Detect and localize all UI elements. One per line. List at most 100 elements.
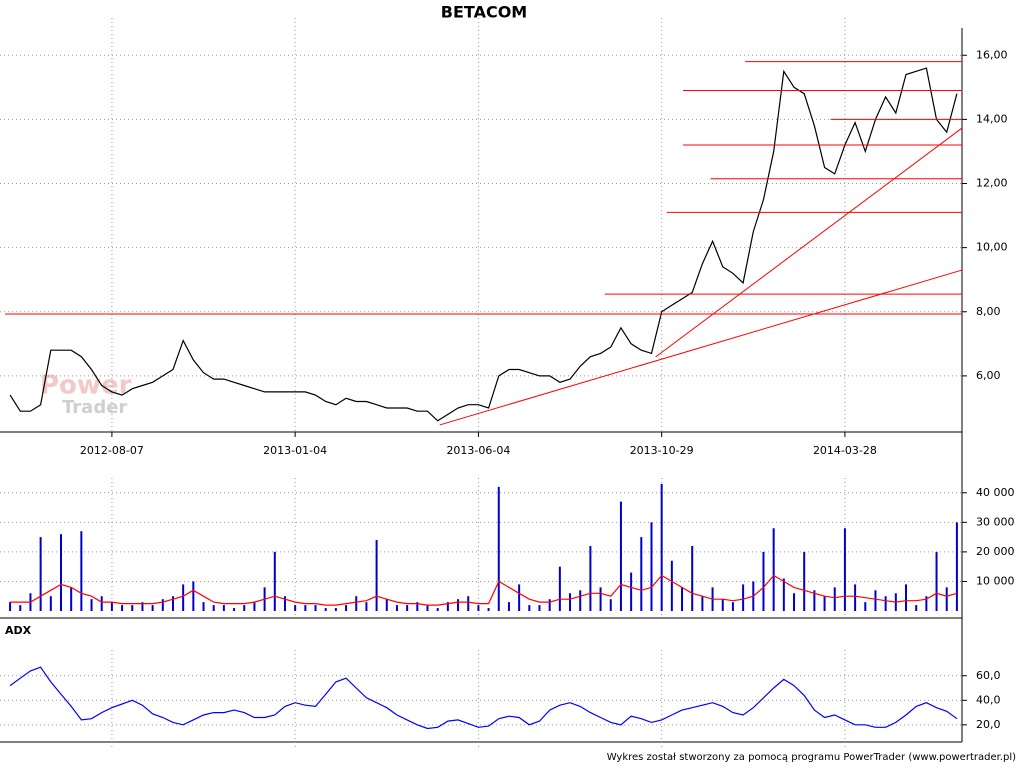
bar — [426, 605, 429, 611]
bar — [823, 596, 826, 611]
bar — [39, 537, 42, 611]
bar — [548, 599, 551, 611]
bar — [528, 605, 531, 611]
bar — [518, 584, 521, 611]
bar — [151, 605, 154, 611]
bar — [650, 522, 653, 611]
x-tick-label: 2014-03-28 — [813, 444, 877, 457]
bar — [843, 528, 846, 611]
trend-line — [655, 127, 963, 358]
bar — [222, 605, 225, 611]
bar — [294, 605, 297, 611]
y-tick-label: 12,00 — [976, 177, 1008, 190]
bar — [955, 522, 958, 611]
y-tick-label: 30 000 — [976, 515, 1015, 528]
chart-title: BETACOM — [441, 3, 527, 22]
bar — [793, 593, 796, 611]
bar — [365, 602, 368, 611]
bar — [192, 581, 195, 611]
x-tick-label: 2013-10-29 — [630, 444, 694, 457]
watermark: Power — [40, 371, 132, 401]
bar — [141, 602, 144, 611]
panel-title: ADX — [5, 624, 32, 637]
bar — [579, 590, 582, 611]
bar — [416, 602, 419, 611]
bar — [171, 596, 174, 611]
bar — [233, 608, 236, 611]
bar — [833, 587, 836, 611]
bar — [762, 551, 765, 611]
bar — [375, 540, 378, 611]
bar — [59, 534, 62, 611]
bar — [161, 599, 164, 611]
bar — [406, 605, 409, 611]
bar — [915, 605, 918, 611]
x-tick-label: 2013-06-04 — [446, 444, 510, 457]
bar — [202, 602, 205, 611]
bar — [487, 608, 490, 611]
bar — [19, 605, 22, 611]
bar — [395, 605, 398, 611]
bar — [345, 605, 348, 611]
y-tick-label: 20 000 — [976, 545, 1015, 558]
bar — [905, 584, 908, 611]
bar — [304, 605, 307, 611]
bar — [385, 599, 388, 611]
bar — [324, 608, 327, 611]
y-tick-label: 10 000 — [976, 574, 1015, 587]
bar — [772, 528, 775, 611]
bar — [477, 605, 480, 611]
bar — [538, 605, 541, 611]
bar — [49, 596, 52, 611]
bar — [630, 572, 633, 611]
bar — [599, 587, 602, 611]
y-tick-label: 14,00 — [976, 112, 1008, 125]
bar — [457, 599, 460, 611]
bar — [90, 599, 93, 611]
bar — [569, 593, 572, 611]
bar — [273, 551, 276, 611]
bar — [609, 599, 612, 611]
y-tick-label: 60,0 — [976, 669, 1001, 682]
x-tick-label: 2012-08-07 — [80, 444, 144, 457]
bar — [558, 566, 561, 611]
y-tick-label: 16,00 — [976, 48, 1008, 61]
bar — [80, 531, 83, 611]
bar — [681, 587, 684, 611]
bar — [945, 587, 948, 611]
bar — [701, 596, 704, 611]
bar — [182, 584, 185, 611]
average-line — [10, 574, 958, 606]
bar — [253, 602, 256, 611]
bar — [803, 551, 806, 611]
bar — [721, 599, 724, 611]
bar — [283, 596, 286, 611]
bar — [110, 602, 113, 611]
bar — [864, 602, 867, 611]
bar — [9, 602, 12, 611]
x-tick-label: 2013-01-04 — [263, 444, 327, 457]
bar — [670, 560, 673, 611]
bar — [884, 596, 887, 611]
y-tick-label: 10,00 — [976, 241, 1008, 254]
bar — [314, 605, 317, 611]
bar — [131, 605, 134, 611]
y-tick-label: 40,0 — [976, 693, 1001, 706]
bar — [243, 605, 246, 611]
bar — [100, 596, 103, 611]
footer: Wykres został stworzony za pomocą progra… — [607, 752, 1016, 763]
y-tick-label: 6,00 — [976, 369, 1001, 382]
bar — [660, 483, 663, 611]
bar — [731, 602, 734, 611]
bar — [212, 605, 215, 611]
bar — [619, 501, 622, 611]
y-tick-label: 8,00 — [976, 305, 1001, 318]
bar — [691, 545, 694, 611]
y-tick-label: 20,0 — [976, 718, 1001, 731]
bar — [589, 545, 592, 611]
y-tick-label: 40 000 — [976, 486, 1015, 499]
bar — [742, 584, 745, 611]
bar — [854, 584, 857, 611]
